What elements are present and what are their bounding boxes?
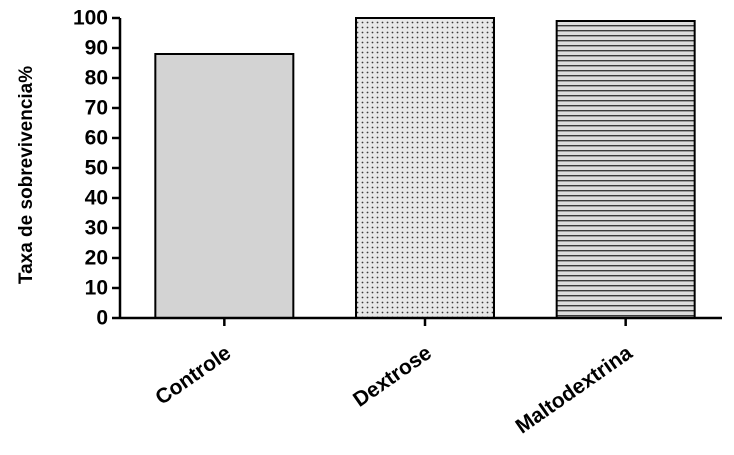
x-axis-ticks: Controle Dextrose Maltodextrina [151,318,637,438]
bar-controle [154,53,295,319]
y-tick-label: 60 [85,127,108,150]
bar-dextrose [355,17,495,319]
y-tick-label: 70 [85,97,108,120]
y-tick-label: 0 [96,307,108,330]
bars-group [154,17,696,319]
x-category-label: Controle [151,341,235,409]
bar-maltodextrina [555,20,696,319]
y-tick-label: 10 [85,277,108,300]
y-axis-title: Taxa de sobrevivencia% [16,66,37,284]
x-category-label: Dextrose [349,341,436,411]
y-tick-label: 90 [85,37,108,60]
y-tick-label: 50 [85,157,108,180]
y-tick-label: 80 [85,67,108,90]
y-tick-label: 40 [85,187,108,210]
y-tick-label: 20 [85,247,108,270]
y-axis-ticks: 0 10 20 30 40 50 60 70 80 90 100 [73,7,120,330]
y-tick-label: 30 [85,217,108,240]
y-tick-label: 100 [73,7,108,30]
x-category-label: Maltodextrina [512,341,637,438]
